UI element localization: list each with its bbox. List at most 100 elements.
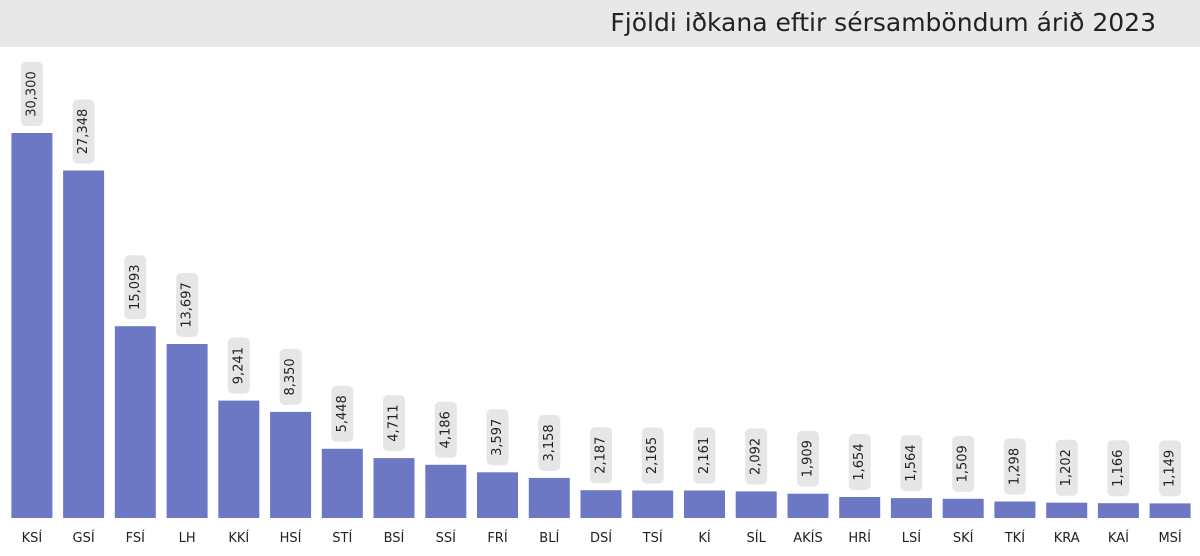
data-label-group: 2,092 xyxy=(745,428,768,485)
data-label: 4,186 xyxy=(438,411,453,448)
data-label: 1,202 xyxy=(1059,449,1074,486)
category-label: KSÍ xyxy=(22,530,43,546)
data-label-group: 1,298 xyxy=(1003,438,1026,495)
category-label: KÍ xyxy=(698,530,711,546)
data-label: 2,187 xyxy=(594,437,609,474)
category-label: LH xyxy=(179,531,196,546)
data-label-bg xyxy=(538,414,561,471)
data-label-group: 2,165 xyxy=(641,427,664,484)
data-label-group: 2,161 xyxy=(693,427,716,484)
category-label: DSÍ xyxy=(590,530,612,546)
data-label-group: 1,654 xyxy=(848,434,871,490)
data-label-bg xyxy=(434,401,457,458)
bar-stí xyxy=(321,448,363,518)
data-label-bg xyxy=(693,427,716,484)
bar-tsí xyxy=(632,490,674,518)
category-label: TSÍ xyxy=(642,530,663,546)
bar-skí xyxy=(942,498,984,518)
data-label: 3,158 xyxy=(542,424,557,461)
bar-bsí xyxy=(373,458,415,518)
category-label: GSÍ xyxy=(73,530,95,546)
data-label-bg xyxy=(486,409,509,466)
chart-title: Fjöldi iðkana eftir sérsamböndum árið 20… xyxy=(610,8,1156,37)
data-label-group: 1,509 xyxy=(952,435,975,492)
data-label-bg xyxy=(848,434,871,490)
data-label-bg xyxy=(952,435,975,492)
category-label: HRÍ xyxy=(848,530,871,546)
data-label-bg xyxy=(590,427,612,484)
category-label: AKÍS xyxy=(793,530,823,546)
bar-kí xyxy=(684,490,725,518)
bar-hrí xyxy=(839,497,881,518)
data-label: 27,348 xyxy=(76,109,91,154)
data-label-group: 1,202 xyxy=(1055,439,1078,496)
category-label: KRA xyxy=(1054,531,1080,546)
data-label-bg xyxy=(745,428,768,485)
data-label: 13,697 xyxy=(180,282,195,328)
bar-ssí xyxy=(425,464,467,518)
data-label: 1,564 xyxy=(904,444,919,481)
bar-gsí xyxy=(63,170,105,518)
data-label-bg xyxy=(641,427,664,484)
category-label: STÍ xyxy=(332,530,352,546)
bar-kra xyxy=(1046,502,1088,518)
data-label: 1,509 xyxy=(956,445,971,482)
data-label-group: 1,149 xyxy=(1159,440,1182,497)
data-label-group: 3,158 xyxy=(538,414,561,471)
bar-fsí xyxy=(114,326,156,518)
bar-kkí xyxy=(218,400,260,518)
data-label-group: 30,300 xyxy=(20,62,43,126)
data-label-group: 5,448 xyxy=(331,385,354,442)
data-label-group: 4,711 xyxy=(383,395,405,452)
category-label: BLÍ xyxy=(539,530,559,546)
data-label: 1,654 xyxy=(852,443,867,480)
category-label: FRÍ xyxy=(487,530,508,546)
data-label-bg xyxy=(1003,438,1026,495)
data-label-group: 8,350 xyxy=(279,348,302,405)
bar-lh xyxy=(166,344,208,518)
data-label: 30,300 xyxy=(24,71,39,117)
category-label: LSÍ xyxy=(902,530,921,546)
data-label: 2,092 xyxy=(749,438,764,475)
data-label-group: 2,187 xyxy=(590,427,612,484)
category-label: KAÍ xyxy=(1108,530,1129,546)
data-label-bg xyxy=(279,348,302,405)
bar-akís xyxy=(787,493,829,518)
category-label: MSÍ xyxy=(1158,530,1181,546)
data-label: 15,093 xyxy=(128,264,143,310)
data-label: 9,241 xyxy=(231,347,246,384)
bar-kaí xyxy=(1097,503,1139,518)
data-label-group: 1,564 xyxy=(900,435,923,492)
bar-tkí xyxy=(994,501,1036,518)
data-label-group: 9,241 xyxy=(227,337,250,394)
bar-lsí xyxy=(890,498,932,518)
data-label-group: 1,909 xyxy=(797,430,819,487)
data-label-bg xyxy=(176,273,199,337)
bar-ksí xyxy=(11,133,53,518)
data-label-group: 13,697 xyxy=(176,273,199,337)
data-label-bg xyxy=(900,435,923,492)
data-label-group: 4,186 xyxy=(434,401,457,458)
data-label: 1,166 xyxy=(1111,450,1126,487)
data-label: 2,161 xyxy=(697,437,712,474)
data-label: 4,711 xyxy=(387,404,402,441)
data-label-group: 15,093 xyxy=(124,255,147,320)
category-label: KKÍ xyxy=(228,530,249,546)
data-label-bg xyxy=(1159,440,1182,497)
data-label-bg xyxy=(20,62,43,126)
data-label-group: 3,597 xyxy=(486,409,509,466)
bar-hsí xyxy=(270,411,312,518)
data-label-bg xyxy=(797,430,819,487)
data-label-bg xyxy=(1055,439,1078,496)
category-label: SÍL xyxy=(747,530,767,546)
category-label: HSÍ xyxy=(280,530,302,546)
bar-msí xyxy=(1149,503,1191,518)
bar-dsí xyxy=(580,490,622,518)
bar-frí xyxy=(477,472,518,518)
bar-blí xyxy=(528,477,570,518)
data-label-group: 1,166 xyxy=(1107,440,1130,497)
bar-síl xyxy=(735,491,777,518)
data-label: 5,448 xyxy=(335,395,350,432)
data-label-group: 27,348 xyxy=(72,99,95,164)
